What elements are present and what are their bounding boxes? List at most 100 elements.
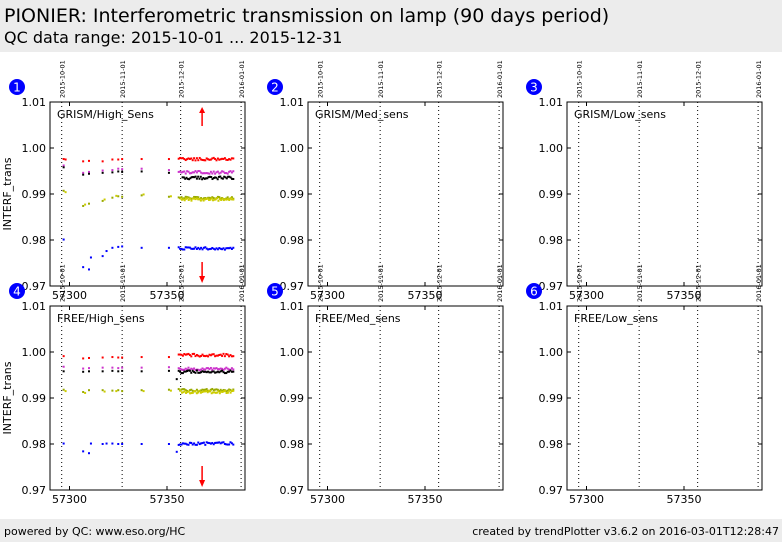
data-point — [190, 176, 193, 179]
data-point — [195, 247, 198, 250]
data-point — [180, 368, 183, 371]
data-point — [212, 176, 215, 179]
data-point — [180, 372, 183, 375]
data-point — [121, 245, 124, 248]
data-point — [202, 370, 205, 373]
data-point — [188, 389, 191, 392]
data-point — [205, 388, 208, 391]
data-point — [230, 389, 233, 392]
data-point — [180, 196, 183, 199]
data-point — [167, 366, 170, 369]
data-point — [64, 191, 67, 194]
data-point — [205, 390, 208, 393]
data-point — [169, 195, 172, 198]
data-point — [201, 198, 204, 201]
data-point — [88, 159, 90, 162]
data-point — [209, 158, 212, 161]
data-point — [184, 367, 187, 370]
data-point — [111, 171, 114, 174]
data-point — [183, 388, 186, 391]
data-point — [117, 167, 120, 170]
data-point — [208, 172, 211, 175]
data-point — [205, 157, 208, 160]
panel-number-badge — [9, 79, 25, 95]
data-point — [214, 391, 217, 394]
data-point — [188, 172, 191, 175]
data-point — [228, 158, 231, 161]
data-point — [211, 178, 214, 181]
data-point — [121, 168, 124, 171]
data-point — [191, 247, 194, 250]
data-point — [223, 355, 226, 358]
data-point — [187, 170, 190, 173]
data-point — [184, 353, 187, 356]
data-point — [230, 442, 233, 445]
panel-label: GRISM/High_Sens — [57, 108, 154, 121]
data-point — [222, 390, 225, 393]
data-point — [183, 157, 186, 160]
data-point — [205, 367, 208, 370]
data-point — [219, 442, 222, 445]
data-point — [191, 171, 194, 174]
data-point — [167, 169, 170, 172]
data-point — [232, 198, 235, 201]
data-point — [198, 197, 201, 200]
data-point — [219, 353, 222, 356]
date-marker-label: 2015-12-01 — [178, 60, 186, 98]
data-point — [230, 247, 233, 250]
data-point — [221, 367, 224, 370]
data-point — [142, 390, 145, 393]
data-point — [177, 170, 180, 173]
x-tick-label: 57350 — [150, 493, 185, 506]
plot-frame — [49, 101, 246, 287]
data-point — [197, 368, 200, 371]
data-point — [201, 388, 204, 391]
data-point — [207, 248, 210, 251]
data-point — [214, 355, 217, 358]
data-point — [219, 370, 222, 373]
data-point — [226, 443, 229, 446]
data-point — [111, 158, 114, 161]
data-point — [198, 389, 201, 392]
data-point — [222, 352, 225, 355]
data-point — [194, 246, 197, 249]
date-marker-label: 2015-11-01 — [636, 60, 644, 98]
data-point — [209, 354, 212, 357]
y-tick-label: 1.00 — [280, 142, 305, 155]
data-point — [228, 247, 231, 250]
data-point — [212, 199, 215, 202]
data-point — [82, 357, 85, 360]
data-point — [211, 387, 214, 390]
data-point — [192, 176, 194, 179]
x-tick-label: 57350 — [408, 493, 443, 506]
y-tick-label: 0.99 — [22, 392, 47, 405]
data-point — [212, 247, 215, 250]
data-point — [117, 245, 120, 248]
data-point — [190, 197, 193, 200]
data-point — [208, 198, 210, 201]
data-point — [82, 171, 85, 174]
panel-number-badge — [267, 79, 283, 95]
data-point — [222, 371, 225, 374]
x-tick-label: 57300 — [310, 493, 345, 506]
data-point — [88, 202, 90, 205]
data-point — [230, 355, 233, 358]
data-point — [140, 370, 143, 373]
data-point — [183, 442, 186, 445]
data-point — [232, 443, 235, 446]
series-blue — [62, 238, 235, 271]
panel-number: 6 — [530, 285, 538, 299]
data-point — [101, 370, 104, 373]
panel-label: FREE/Low_sens — [574, 312, 658, 325]
date-marker-label: 2016-01-01 — [755, 264, 763, 302]
plot-frame — [566, 305, 763, 491]
series-magenta — [62, 164, 235, 175]
data-point — [82, 160, 85, 163]
date-marker-label: 2015-12-01 — [695, 264, 703, 302]
data-point — [188, 178, 191, 181]
data-point — [181, 388, 184, 391]
data-point — [194, 170, 197, 173]
data-point — [201, 172, 204, 175]
y-tick-label: 0.98 — [280, 234, 305, 247]
data-point — [199, 175, 202, 178]
